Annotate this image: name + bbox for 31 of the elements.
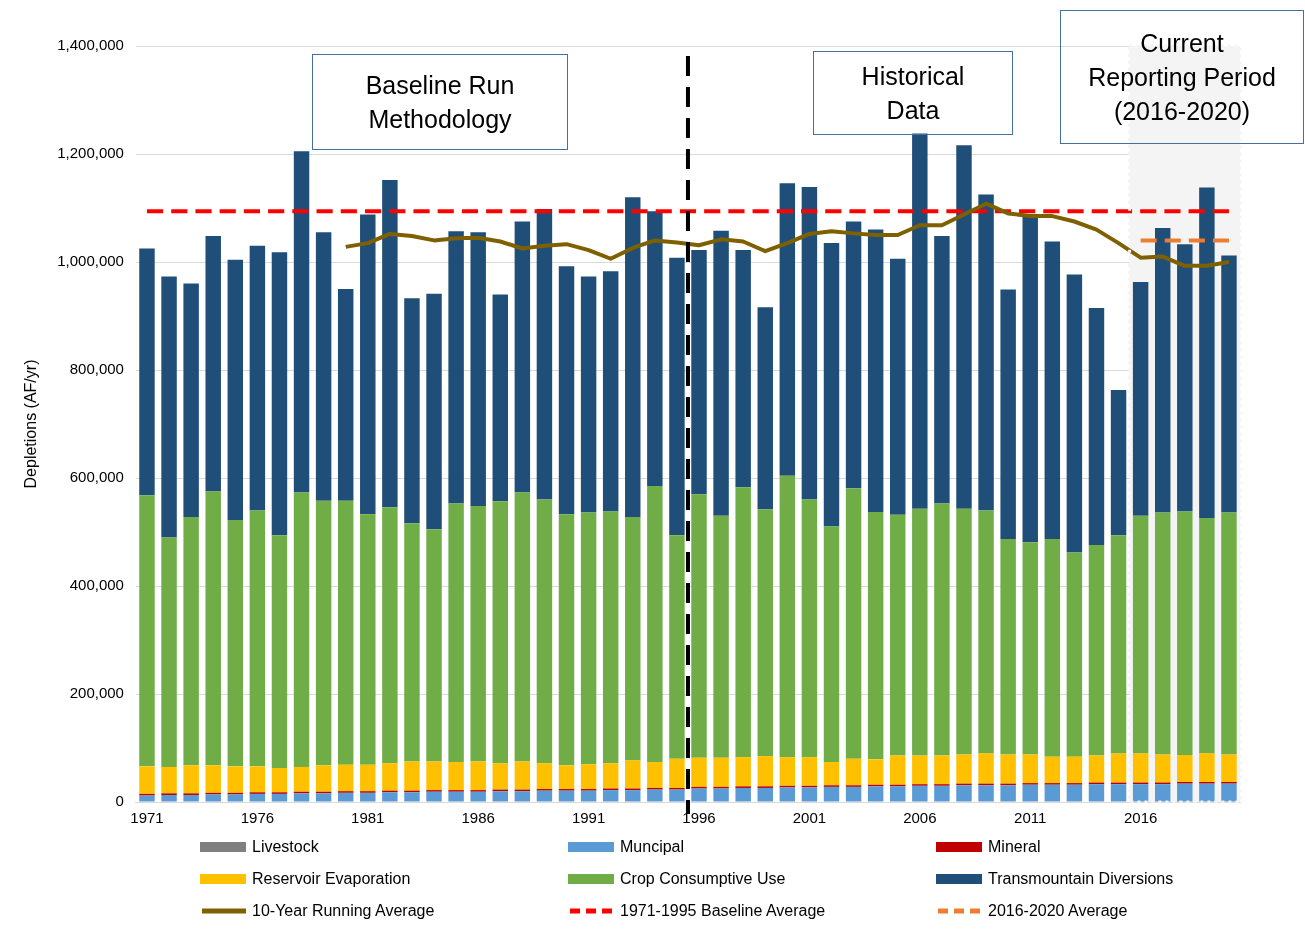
legend-label: 1971-1995 Baseline Average [620,902,826,920]
annotation: Historical Data [860,61,966,126]
legend-label: 2016-2020 Average [988,902,1128,920]
x-tick-label: 1991 [571,809,606,827]
legend-label: Reservoir Evaporation [252,870,411,888]
x-tick-label: 1981 [351,809,385,827]
x-tick-label: 2016 [1123,809,1158,827]
y-tick-label: 800,000 [69,360,124,378]
legend-label: Transmountain Diversions [988,870,1174,888]
x-tick-label: 2011 [1014,809,1047,827]
x-tick-label: 1996 [682,809,716,827]
y-tick-label: 200,000 [69,684,124,702]
x-tick-label: 1976 [240,809,275,827]
x-tick-label: 1986 [461,809,495,827]
x-tick-label: 2001 [792,809,827,827]
y-tick-label: 400,000 [69,576,124,594]
y-tick-label: 1,200,000 [57,144,124,162]
annotation: Baseline Run Methodology [364,70,516,135]
x-tick-label: 2006 [903,809,937,827]
legend-label: 10-Year Running Average [252,902,435,920]
y-tick-label: 1,000,000 [57,252,124,270]
y-tick-label: 1,400,000 [57,36,124,54]
legend-label: Crop Consumptive Use [620,870,786,888]
y-tick-label: 0 [115,792,124,810]
legend-label: Livestock [252,838,319,856]
y-axis-title: Depletions (AF/yr) [22,359,40,489]
y-tick-label: 600,000 [69,468,124,486]
legend-label: Mineral [988,838,1041,856]
x-tick-label: 1971 [130,809,164,827]
legend-label: Muncipal [620,838,685,856]
annotation: Current Reporting Period (2016-2020) [1087,28,1277,127]
